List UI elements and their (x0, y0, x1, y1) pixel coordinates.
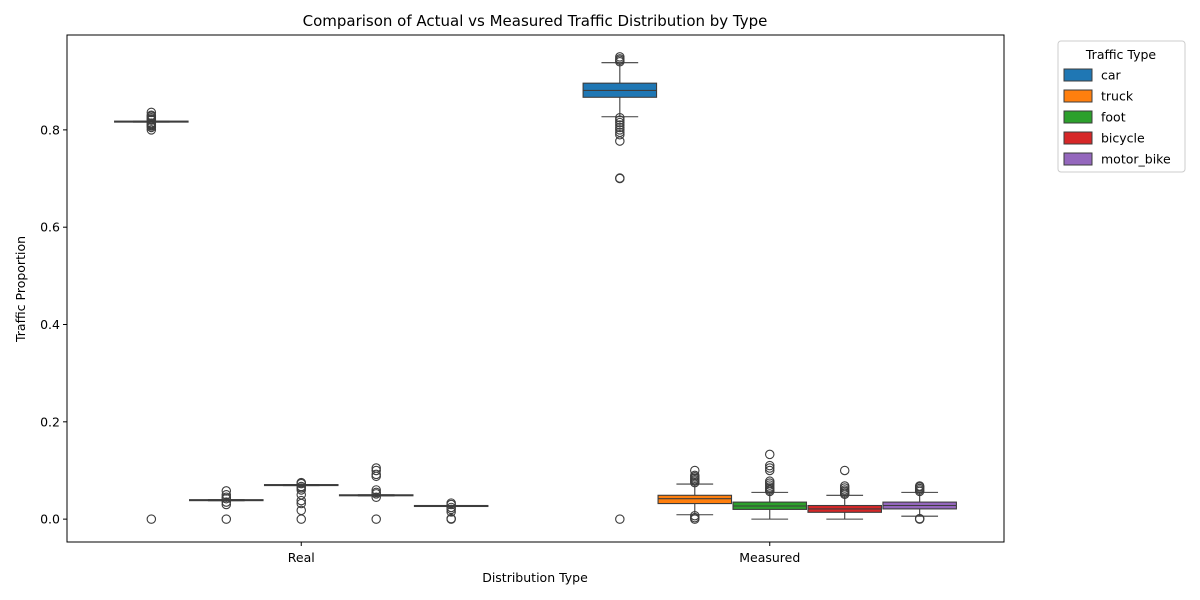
box-body (657, 494, 733, 505)
box-car-real (114, 107, 189, 524)
legend-swatch (1063, 89, 1093, 103)
outlier-point (615, 122, 625, 133)
legend-item-foot: foot (1063, 110, 1126, 125)
outlier-point (615, 173, 625, 183)
y-axis-label: Traffic Proportion (13, 236, 28, 343)
outlier-point (764, 476, 775, 486)
box-motor_bike-real (413, 498, 489, 524)
legend-label: foot (1101, 110, 1126, 125)
legend-label: truck (1101, 89, 1134, 104)
outlier-point (615, 514, 625, 524)
y-tick-label: 0.2 (40, 414, 60, 429)
outlier-point (615, 115, 625, 125)
outlier-point (371, 485, 381, 495)
legend-item-bicycle: bicycle (1063, 131, 1145, 146)
outlier-point (296, 514, 306, 524)
y-tick-label: 0.8 (40, 122, 60, 137)
outlier-point (839, 481, 850, 491)
outlier-point (615, 120, 625, 130)
outlier-point (371, 514, 381, 524)
legend-swatch (1063, 110, 1093, 124)
outlier-point (146, 110, 157, 121)
box-bicycle-real (338, 463, 414, 524)
x-tick-label: Measured (739, 550, 800, 565)
outlier-point (221, 486, 232, 496)
y-axis: 0.0 0.2 0.4 0.6 0.8 (40, 122, 67, 527)
plot-area (114, 52, 957, 524)
outlier-point (615, 125, 625, 135)
legend-item-car: car (1063, 68, 1122, 83)
y-tick-label: 0.6 (40, 220, 60, 235)
legend-items: car truck foot bicycle motor_bike (1063, 68, 1171, 167)
outlier-point (146, 514, 157, 524)
outlier-point (146, 118, 157, 128)
outlier-point (914, 513, 925, 524)
outlier-point (296, 481, 306, 492)
legend-swatch (1063, 131, 1093, 145)
legend: Traffic Type car truck foot bicycle motor_bi… (1057, 40, 1186, 173)
outlier-point (764, 449, 775, 460)
outlier-point (371, 463, 381, 473)
outlier-point (146, 125, 157, 135)
x-axis-label: Distribution Type (482, 570, 588, 585)
outlier-point (446, 498, 456, 508)
plot-frame (66, 34, 1005, 543)
x-axis: Real Measured (288, 542, 800, 565)
outlier-point (371, 487, 381, 498)
legend-title: Traffic Type (1085, 47, 1157, 62)
outlier-point (690, 510, 700, 521)
outlier-point (615, 129, 625, 140)
box-foot-real (263, 477, 339, 524)
outlier-point (221, 490, 232, 500)
outlier-point (615, 52, 625, 62)
outlier-point (615, 117, 625, 128)
outlier-point (690, 470, 700, 481)
legend-item-motor_bike: motor_bike (1063, 152, 1171, 167)
outlier-point (296, 495, 306, 506)
outlier-point (914, 481, 925, 491)
box-car-measured (582, 52, 658, 524)
legend-item-truck: truck (1063, 89, 1134, 104)
outlier-point (615, 127, 625, 138)
chart-title: Comparison of Actual vs Measured Traffic… (303, 12, 768, 30)
outlier-point (221, 492, 232, 502)
box-foot-measured (732, 449, 808, 520)
outlier-point (221, 497, 232, 507)
outlier-point (764, 465, 775, 476)
box-truck-measured (657, 465, 733, 524)
box-bicycle-measured (807, 465, 882, 520)
outlier-point (296, 477, 306, 488)
box-motor_bike-measured (882, 481, 957, 524)
legend-label: motor_bike (1101, 152, 1171, 167)
outlier-point (146, 107, 157, 118)
outlier-point (221, 499, 232, 510)
outlier-point (615, 112, 625, 123)
legend-swatch (1063, 152, 1093, 166)
box-truck-real (189, 486, 264, 524)
y-tick-label: 0.0 (40, 512, 60, 527)
outlier-point (371, 469, 381, 480)
outlier-point (764, 463, 775, 473)
legend-swatch (1063, 68, 1093, 82)
outlier-point (764, 460, 775, 471)
legend-label: car (1101, 68, 1122, 83)
y-tick-label: 0.4 (40, 317, 60, 332)
outlier-point (839, 465, 850, 476)
outlier-point (446, 513, 456, 524)
outlier-point (690, 465, 700, 476)
outlier-point (446, 502, 456, 513)
outlier-point (296, 505, 306, 516)
legend-label: bicycle (1101, 131, 1145, 146)
outlier-point (371, 465, 381, 476)
outlier-point (371, 492, 381, 502)
x-tick-label: Real (288, 550, 315, 565)
outlier-point (221, 514, 232, 524)
